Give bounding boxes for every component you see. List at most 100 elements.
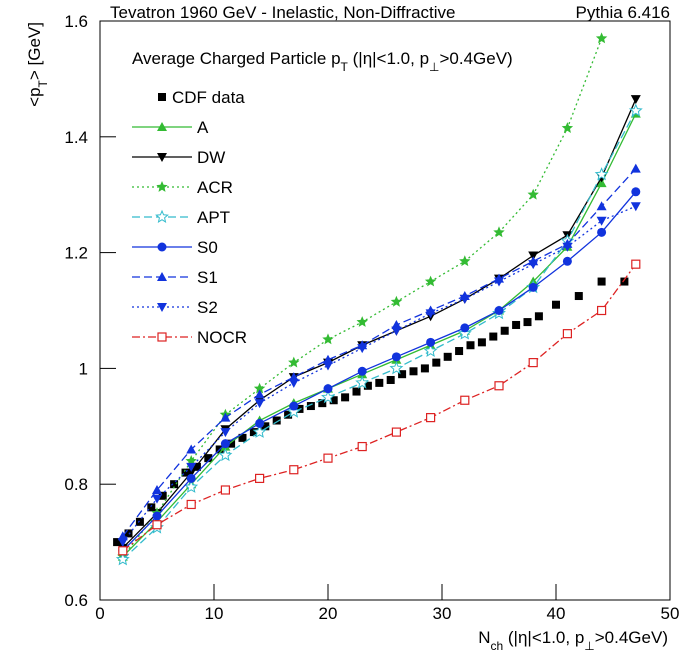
data-point <box>252 424 267 438</box>
data-point <box>457 326 472 340</box>
legend-marker <box>157 122 167 131</box>
series-line <box>122 263 637 552</box>
data-point <box>184 479 199 493</box>
data-point <box>117 538 128 548</box>
data-point <box>630 202 641 212</box>
data-point <box>357 366 367 376</box>
data-point <box>289 401 299 411</box>
data-point <box>255 473 265 484</box>
y-axis-label-part: T <box>36 79 50 87</box>
legend-marker <box>157 332 167 342</box>
data-point <box>423 343 438 357</box>
data-point <box>391 319 402 329</box>
legend-marker <box>157 303 167 312</box>
data-point <box>329 396 338 405</box>
data-point <box>318 399 327 408</box>
data-point <box>493 226 505 238</box>
data-point <box>288 378 299 388</box>
y-tick-label: 1.2 <box>64 244 88 263</box>
data-point <box>620 277 629 286</box>
data-point <box>631 187 641 197</box>
y-tick-label: 0.8 <box>64 475 88 494</box>
data-point <box>152 484 162 494</box>
y-axis-label-part: <p <box>25 87 44 106</box>
data-point <box>628 103 643 117</box>
data-point <box>420 364 429 373</box>
data-point <box>341 393 350 402</box>
data-point <box>192 462 201 471</box>
data-point <box>552 300 560 309</box>
data-point <box>527 188 539 200</box>
data-point <box>426 413 436 423</box>
data-point <box>494 306 504 315</box>
data-point <box>204 454 213 463</box>
data-point <box>424 275 437 287</box>
data-point <box>152 520 162 530</box>
legend-label: APT <box>197 208 230 227</box>
legend-label: S0 <box>197 238 218 257</box>
data-point <box>596 201 607 211</box>
x-tick-label: 20 <box>319 604 338 623</box>
y-axis-label: <pT> [GeV] <box>25 22 50 107</box>
data-point <box>220 485 230 495</box>
data-point <box>186 462 197 472</box>
legend-title-part: (|η|<1.0, p <box>348 49 429 68</box>
data-point <box>323 453 333 463</box>
data-point <box>355 375 370 389</box>
data-point <box>443 352 452 361</box>
data-point <box>227 439 236 448</box>
legend-title-part: Average Charged Particle p <box>132 49 341 68</box>
data-point <box>534 312 543 321</box>
data-point <box>253 382 266 394</box>
data-point <box>391 427 401 437</box>
y-tick-label: 1.4 <box>64 128 88 147</box>
legend-label: CDF data <box>172 88 245 107</box>
data-point <box>562 242 573 252</box>
data-point <box>181 468 190 477</box>
data-point <box>286 404 301 418</box>
legend-marker <box>157 242 167 252</box>
data-point <box>186 468 197 478</box>
data-point <box>254 399 265 409</box>
x-tick-label: 40 <box>547 604 566 623</box>
data-point <box>323 384 333 394</box>
x-axis-label-part: ch <box>490 639 503 653</box>
data-point <box>528 251 539 261</box>
data-point <box>186 473 196 483</box>
data-point <box>118 546 128 556</box>
data-point <box>170 480 179 489</box>
x-tick-label: 50 <box>661 604 680 623</box>
data-point <box>113 538 122 547</box>
data-point <box>460 323 470 333</box>
legend-label: ACR <box>197 178 233 197</box>
data-point <box>562 329 573 339</box>
data-point <box>220 412 231 422</box>
legend-label: S2 <box>197 298 218 317</box>
data-point <box>322 333 334 345</box>
data-point <box>466 341 475 350</box>
data-point <box>289 465 299 475</box>
data-point <box>528 260 539 270</box>
legend-title: Average Charged Particle pT (|η|<1.0, p⊥… <box>132 49 513 74</box>
data-point <box>459 294 470 304</box>
data-point <box>124 529 133 538</box>
data-point <box>390 295 403 307</box>
series-line <box>122 205 637 543</box>
data-point <box>512 320 521 329</box>
data-point <box>596 178 607 188</box>
legend-marker <box>156 181 168 192</box>
data-point <box>460 395 470 405</box>
data-point <box>254 389 265 399</box>
y-tick-label: 0.6 <box>64 591 88 610</box>
data-point <box>152 511 162 521</box>
data-point <box>594 167 609 181</box>
data-point <box>117 531 128 541</box>
legend-label: S1 <box>197 268 218 287</box>
data-point <box>574 292 583 301</box>
data-point <box>562 256 572 266</box>
data-point <box>323 354 333 364</box>
data-point <box>489 332 498 341</box>
data-point <box>426 337 436 347</box>
data-point <box>595 32 608 44</box>
data-point <box>357 344 368 354</box>
